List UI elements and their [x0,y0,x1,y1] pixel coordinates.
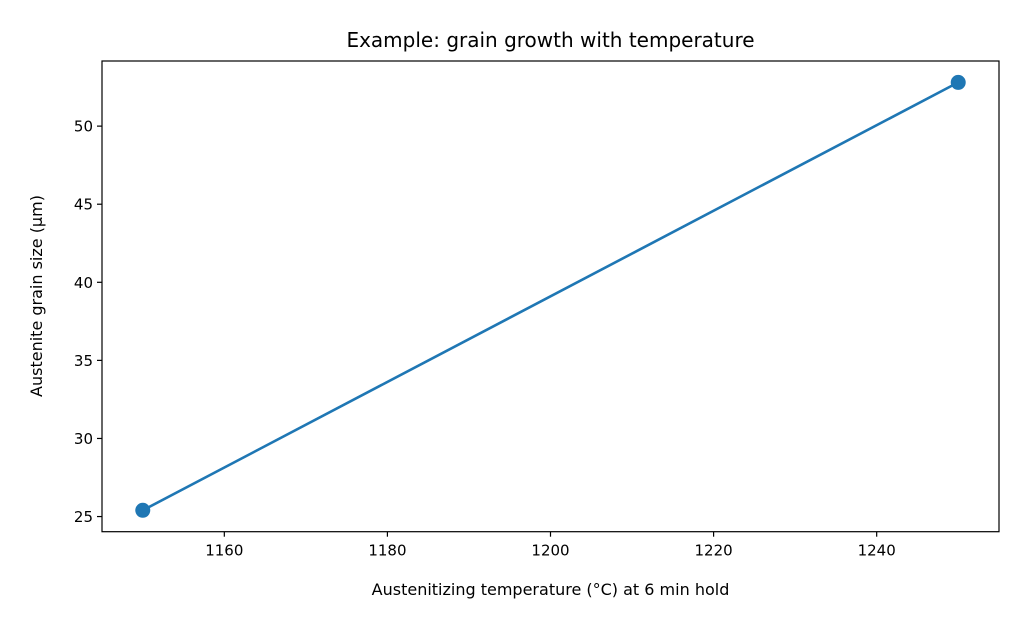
y-axis-label: Austenite grain size (µm) [27,195,46,397]
x-tick-label: 1200 [531,542,569,560]
x-tick-label: 1240 [858,542,896,560]
y-tick-label: 40 [74,274,93,292]
chart-title: Example: grain growth with temperature [346,28,754,52]
series-line [142,81,959,512]
y-tick-label: 50 [74,118,93,136]
y-tick-label: 35 [74,352,93,370]
y-tick-label: 45 [74,196,93,214]
x-tick-label: 1220 [694,542,732,560]
plot-frame [101,60,1000,533]
data-point [950,74,966,90]
x-tick-label: 1180 [368,542,406,560]
data-point [135,502,151,518]
y-tick-label: 30 [74,430,93,448]
x-axis-label: Austenitizing temperature (°C) at 6 min … [372,580,730,599]
y-tick-label: 25 [74,508,93,526]
x-tick-label: 1160 [205,542,243,560]
